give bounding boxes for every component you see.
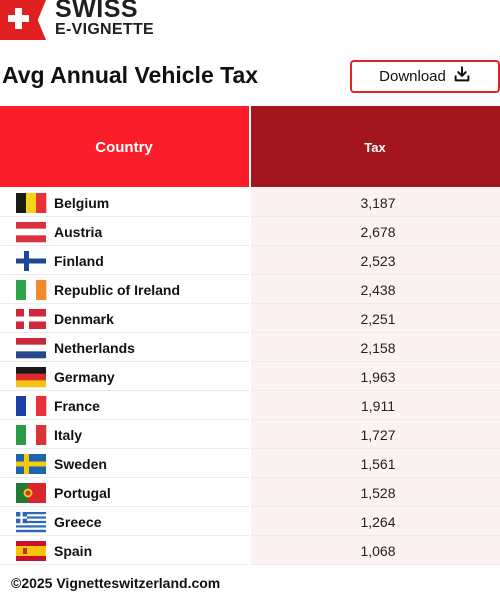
header-country-label: Country	[95, 139, 153, 156]
sweden-flag-icon	[16, 454, 46, 474]
country-label: Italy	[54, 427, 82, 443]
finland-flag-icon	[16, 251, 46, 271]
france-flag-icon	[16, 396, 47, 416]
table-row: France 1,911	[0, 391, 500, 420]
tax-value: 2,678	[360, 224, 395, 240]
header-country-cell	[0, 106, 249, 187]
tax-cell-bg	[251, 304, 500, 332]
tax-table-svg: Country Tax Belgium 3,187 Austria 2,678 Finlan…	[0, 106, 500, 565]
italy-flag-icon	[16, 425, 47, 445]
tax-value: 2,438	[360, 282, 395, 298]
swiss-cross-icon	[0, 0, 46, 40]
austria-flag-icon	[16, 222, 46, 243]
ireland-flag-icon	[16, 280, 47, 300]
tax-cell-bg	[251, 420, 500, 448]
tax-cell-bg	[251, 275, 500, 303]
tax-cell-bg	[251, 362, 500, 390]
table-row: Spain 1,068	[0, 536, 500, 565]
brand-name-line1: SWISS	[55, 0, 139, 23]
page-title: Avg Annual Vehicle Tax	[2, 62, 259, 88]
table-row: Sweden 1,561	[0, 449, 500, 478]
tax-cell-bg	[251, 217, 500, 245]
portugal-flag-icon	[16, 483, 46, 503]
tax-value: 3,187	[360, 195, 395, 211]
country-label: Netherlands	[54, 340, 135, 356]
country-label: Belgium	[54, 195, 109, 211]
tax-value: 2,523	[360, 253, 395, 269]
tax-cell-bg	[251, 449, 500, 477]
greece-flag-icon	[16, 512, 46, 533]
tax-value: 1,561	[360, 456, 395, 472]
download-icon	[453, 65, 471, 88]
copyright-footer: ©2025 Vignetteswitzerland.com	[11, 575, 221, 591]
tax-value: 1,911	[361, 398, 395, 414]
spain-flag-icon	[16, 541, 46, 561]
download-label: Download	[379, 68, 446, 85]
germany-flag-icon	[16, 367, 46, 388]
table-row: Netherlands 2,158	[0, 333, 500, 362]
header-tax-label: Tax	[364, 140, 386, 155]
tax-value: 1,528	[360, 485, 395, 501]
table-row: Belgium 3,187	[0, 188, 500, 217]
table-row: Portugal 1,528	[0, 478, 500, 507]
tax-cell-bg	[251, 507, 500, 535]
tax-cell-bg	[251, 536, 500, 564]
country-label: Spain	[54, 543, 92, 559]
country-label: Greece	[54, 514, 102, 530]
tax-value: 1,068	[360, 543, 395, 559]
header-tax-cell	[251, 106, 500, 187]
table-row: Austria 2,678	[0, 217, 500, 246]
tax-cell-bg	[251, 391, 500, 419]
tax-value: 2,251	[360, 311, 395, 327]
country-label: Finland	[54, 253, 104, 269]
country-label: Germany	[54, 369, 115, 385]
tax-value: 2,158	[360, 340, 395, 356]
tax-cell-bg	[251, 478, 500, 506]
table-row: Denmark 2,251	[0, 304, 500, 333]
tax-value: 1,727	[360, 427, 395, 443]
belgium-flag-icon	[16, 193, 47, 213]
tax-table: Country Tax Belgium 3,187 Austria 2,678 Finlan…	[0, 106, 500, 568]
tax-cell-bg	[251, 333, 500, 361]
table-row: Republic of Ireland 2,438	[0, 275, 500, 304]
country-label: France	[54, 398, 100, 414]
country-label: Sweden	[54, 456, 107, 472]
table-row: Italy 1,727	[0, 420, 500, 449]
tax-cell-bg	[251, 188, 500, 216]
download-button[interactable]: Download	[350, 60, 500, 93]
netherlands-flag-icon	[16, 338, 46, 359]
denmark-flag-icon	[16, 309, 46, 329]
country-label: Portugal	[54, 485, 111, 501]
brand-name-line2: E-VIGNETTE	[55, 21, 155, 38]
tax-cell-bg	[251, 246, 500, 274]
country-label: Austria	[54, 224, 102, 240]
country-label: Denmark	[54, 311, 114, 327]
country-label: Republic of Ireland	[54, 282, 180, 298]
brand-logo: SWISS E-VIGNETTE	[0, 0, 175, 40]
tax-value: 1,264	[360, 514, 395, 530]
tax-value: 1,963	[360, 369, 395, 385]
table-row: Germany 1,963	[0, 362, 500, 391]
